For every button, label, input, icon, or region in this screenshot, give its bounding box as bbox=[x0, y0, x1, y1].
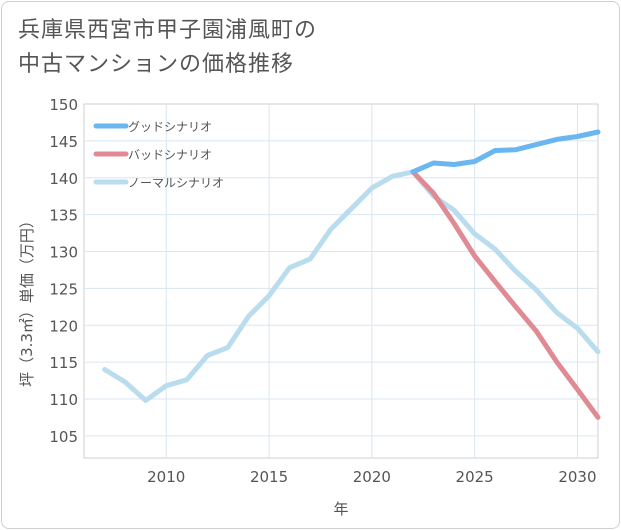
series-line-0 bbox=[410, 129, 601, 175]
x-tick-label: 2015 bbox=[250, 468, 288, 486]
y-tick-label: 145 bbox=[49, 133, 78, 151]
legend-label-1: バッドシナリオ bbox=[128, 148, 212, 162]
x-tick-label: 2020 bbox=[353, 468, 391, 486]
grid-lines bbox=[84, 104, 598, 458]
y-tick-label: 135 bbox=[49, 207, 78, 225]
y-axis-title: 坪（3.3㎡）単価（万円） bbox=[18, 213, 36, 387]
legend-label-2: ノーマルシナリオ bbox=[128, 176, 224, 190]
y-tick-label: 140 bbox=[49, 170, 78, 188]
y-tick-label: 105 bbox=[49, 428, 78, 446]
x-tick-label: 2025 bbox=[456, 468, 494, 486]
chart-title-line-2: 中古マンションの価格推移 bbox=[18, 52, 295, 77]
x-tick-label: 2010 bbox=[147, 468, 185, 486]
y-tick-label: 150 bbox=[49, 96, 78, 114]
y-tick-label: 115 bbox=[49, 354, 78, 372]
legend-label-0: グッドシナリオ bbox=[128, 120, 212, 134]
chart-title-line-1: 兵庫県西宮市甲子園浦風町の bbox=[18, 18, 318, 43]
y-tick-label: 120 bbox=[49, 317, 78, 335]
x-axis-title: 年 bbox=[333, 500, 348, 518]
y-tick-label: 130 bbox=[49, 244, 78, 262]
series-line-2 bbox=[102, 169, 601, 403]
x-tick-labels: 2010 2015 2020 2025 2030 bbox=[147, 468, 596, 486]
y-tick-label: 110 bbox=[49, 391, 78, 409]
x-tick-label: 2030 bbox=[558, 468, 596, 486]
series-line-1 bbox=[410, 169, 601, 420]
chart-title: 兵庫県西宮市甲子園浦風町の 中古マンションの価格推移 bbox=[18, 14, 438, 82]
y-tick-labels: 105 110 115 120 125 130 135 140 145 150 bbox=[49, 96, 78, 446]
series-lines bbox=[102, 129, 601, 420]
y-tick-label: 125 bbox=[49, 280, 78, 298]
